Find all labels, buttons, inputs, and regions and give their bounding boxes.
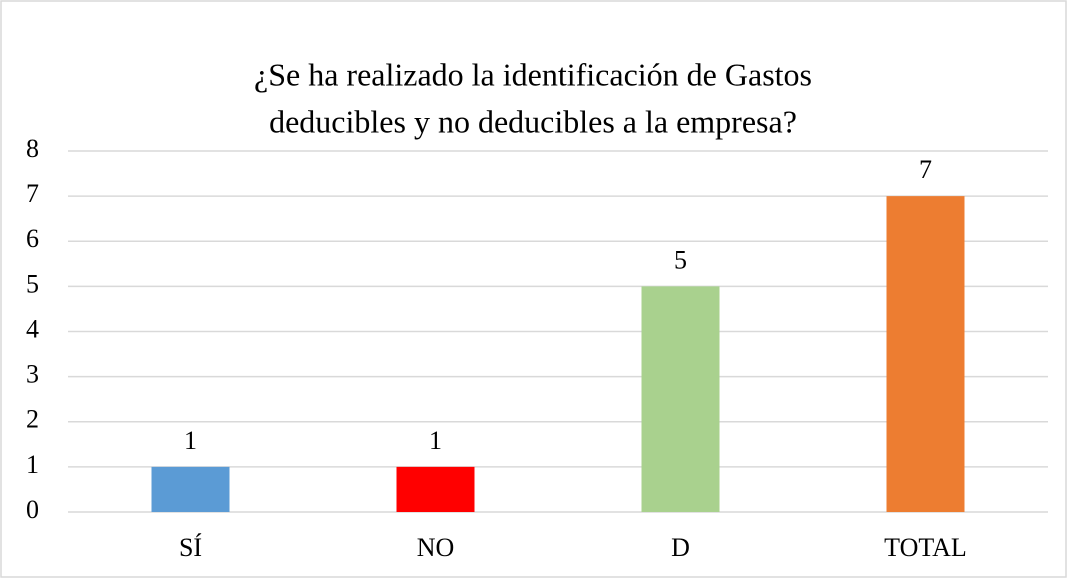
x-tick-label: TOTAL bbox=[884, 533, 967, 562]
y-tick-label: 4 bbox=[26, 314, 39, 343]
y-tick-label: 3 bbox=[26, 360, 39, 389]
chart-title: ¿Se ha realizado la identificación de Ga… bbox=[254, 56, 812, 92]
y-tick-label: 5 bbox=[26, 269, 39, 298]
x-tick-label: NO bbox=[417, 533, 455, 562]
bar bbox=[396, 466, 475, 512]
bar bbox=[151, 466, 230, 512]
y-tick-label: 6 bbox=[26, 224, 39, 253]
y-tick-label: 1 bbox=[26, 450, 39, 479]
bar bbox=[641, 286, 720, 512]
y-tick-label: 0 bbox=[26, 495, 39, 524]
x-tick-label: SÍ bbox=[179, 533, 202, 562]
y-tick-label: 2 bbox=[26, 405, 39, 434]
data-label: 1 bbox=[429, 426, 442, 455]
chart-title: deducibles y no deducibles a la empresa? bbox=[269, 103, 797, 139]
data-label: 1 bbox=[184, 426, 197, 455]
data-label: 7 bbox=[919, 155, 932, 184]
y-tick-label: 7 bbox=[26, 179, 39, 208]
y-tick-label: 8 bbox=[26, 134, 39, 163]
data-label: 5 bbox=[674, 245, 687, 274]
x-tick-label: D bbox=[671, 533, 690, 562]
bar bbox=[886, 196, 965, 512]
